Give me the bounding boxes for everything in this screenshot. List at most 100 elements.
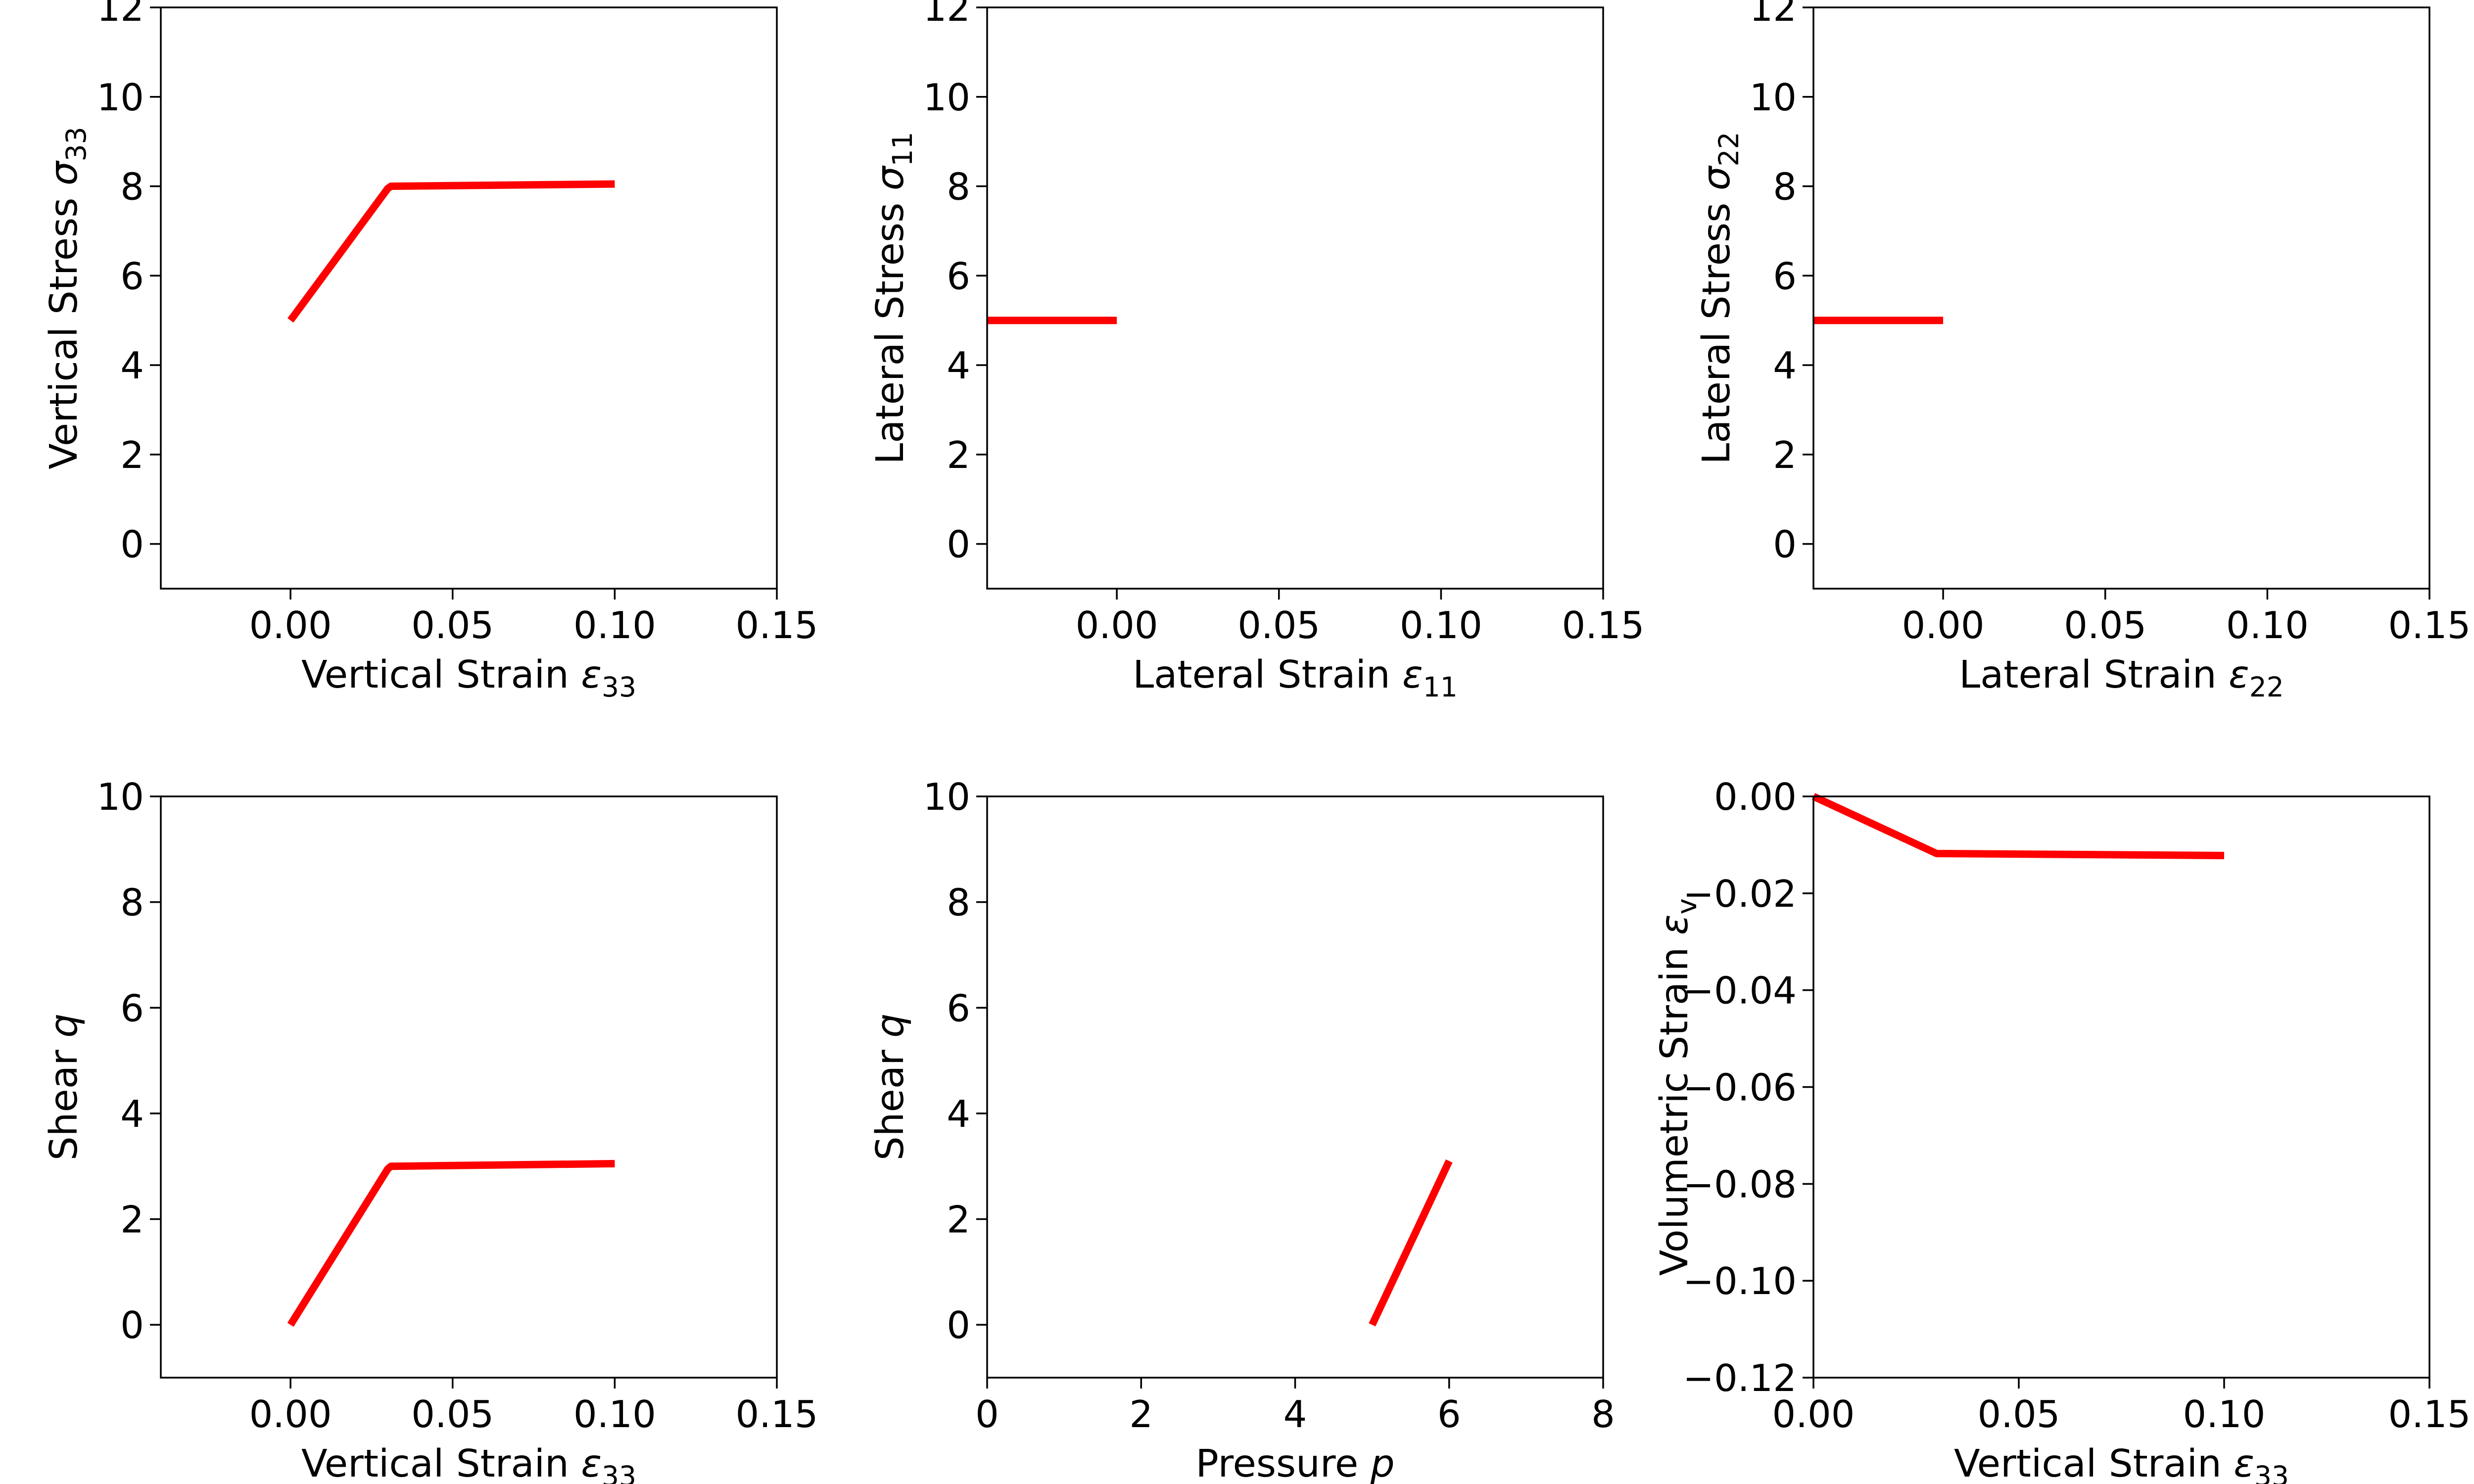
plot-frame — [160, 795, 778, 1379]
y-tick-label: 6 — [947, 986, 970, 1030]
axis-label-text: Lateral Strain — [1959, 653, 2216, 697]
subplot-6: 0.00 0.05 0.10 0.15 0.00 −0.02 −0.04 −0.06 −0.08… — [1653, 775, 2471, 1484]
axis-label-space — [1695, 190, 1739, 202]
x-tick-label: 0.00 — [249, 603, 332, 647]
y-tick-label: 6 — [120, 986, 144, 1030]
axis-label-text: Lateral Stress — [868, 203, 912, 464]
axis-label-space — [1358, 1442, 1370, 1484]
axis-label-symbol: p — [1370, 1442, 1395, 1484]
axis-label-subscript: 22 — [1713, 132, 1745, 166]
axis-label-text: Pressure — [1195, 1442, 1358, 1484]
plot-frame — [1812, 795, 2430, 1379]
y-tick-label: 8 — [947, 881, 970, 925]
x-tick-label: 2 — [1129, 1392, 1153, 1436]
x-tick-label: 6 — [1437, 1392, 1461, 1436]
x-tick-label: 0.15 — [736, 603, 818, 647]
y-tick-label: 0 — [947, 1303, 970, 1347]
y-tick-label: −0.04 — [1683, 969, 1797, 1013]
axis-label-symbol: ε — [2234, 1442, 2254, 1484]
series-line — [1369, 1159, 1453, 1327]
axis-label-subscript: 22 — [2249, 671, 2284, 703]
x-tick-label: 0.00 — [1076, 603, 1158, 647]
axis-label-subscript: 33 — [602, 671, 636, 703]
y-tick-label: 10 — [97, 775, 144, 819]
axis-label-symbol: ε — [1653, 914, 1697, 935]
axis-label-symbol: σ — [1695, 165, 1739, 190]
y-tick-label: 8 — [947, 165, 970, 209]
x-axis-label: Pressure p — [1195, 1442, 1394, 1484]
axis-label-subscript: v — [1671, 898, 1703, 915]
x-axis-label: Vertical Strain ε33 — [301, 653, 636, 703]
x-axis-label: Lateral Strain ε22 — [1959, 653, 2284, 703]
y-tick-label: 10 — [97, 76, 144, 119]
y-tick-label: 2 — [947, 1198, 970, 1242]
axis-label-subscript: 11 — [1423, 671, 1458, 703]
y-tick-label: 12 — [1750, 0, 1797, 30]
y-tick-label: 10 — [1750, 76, 1797, 119]
y-tick-label: 8 — [120, 881, 144, 925]
y-axis-label: Lateral Stress σ22 — [1695, 132, 1745, 464]
y-axis-label: Lateral Stress σ11 — [868, 132, 918, 464]
axis-label-symbol: ε — [2229, 653, 2249, 697]
y-axis-label: Vertical Stress σ33 — [42, 127, 92, 469]
y-tick-label: 0.00 — [1714, 775, 1797, 819]
x-tick-label: 0.10 — [1400, 603, 1482, 647]
y-tick-label: 2 — [1773, 433, 1797, 477]
x-tick-label: 0.05 — [1237, 603, 1320, 647]
y-tick-label: 2 — [120, 1198, 144, 1242]
y-tick-label: 2 — [947, 433, 970, 477]
y-tick-label: 4 — [120, 1092, 144, 1136]
axis-label-subscript: 33 — [60, 127, 92, 161]
x-tick-label: 0.05 — [411, 603, 494, 647]
plot-frame — [1812, 6, 2430, 590]
y-tick-label: 6 — [1773, 254, 1797, 298]
y-tick-label: −0.08 — [1683, 1162, 1797, 1206]
x-tick-label: 0.00 — [1772, 1392, 1855, 1436]
y-tick-label: 0 — [947, 523, 970, 566]
axis-label-space — [42, 186, 86, 197]
x-tick-label: 0.10 — [573, 1392, 656, 1436]
axis-label-subscript: 11 — [887, 132, 918, 166]
x-axis-label: Lateral Strain ε11 — [1133, 653, 1458, 703]
y-tick-label: −0.12 — [1683, 1356, 1797, 1400]
axis-label-space — [569, 653, 581, 697]
y-tick-label: 10 — [923, 775, 970, 819]
x-tick-label: 0.05 — [1978, 1392, 2060, 1436]
x-axis-label: Vertical Strain ε33 — [301, 1442, 636, 1484]
y-tick-label: 2 — [120, 433, 144, 477]
x-tick-label: 0.00 — [249, 1392, 332, 1436]
x-tick-label: 0.05 — [2064, 603, 2146, 647]
x-tick-label: 4 — [1284, 1392, 1307, 1436]
x-tick-label: 0 — [975, 1392, 999, 1436]
y-tick-label: −0.02 — [1683, 872, 1797, 916]
subplot-3: 0.00 0.05 0.10 0.15 0 2 4 6 8 10 12 Lateral Strain … — [1695, 0, 2471, 703]
axis-label-text: Lateral Stress — [1695, 203, 1739, 464]
y-tick-label: 4 — [947, 344, 970, 387]
x-tick-label: 0.15 — [736, 1392, 818, 1436]
axis-label-text: Vertical Strain — [1954, 1442, 2222, 1484]
y-tick-label: 8 — [120, 165, 144, 209]
axis-label-text: Vertical Strain — [301, 653, 569, 697]
x-tick-label: 0.10 — [2226, 603, 2309, 647]
y-tick-label: 4 — [947, 1092, 970, 1136]
x-tick-label: 0.05 — [411, 1392, 494, 1436]
axis-label-text: Vertical Strain — [301, 1442, 569, 1484]
subplot-5: 0 2 4 6 8 0 2 4 6 8 10 Pressure p Shear q — [868, 775, 1615, 1484]
axis-label-space — [569, 1442, 581, 1484]
axis-label-space — [1390, 653, 1402, 697]
subplot-1: 0.00 0.05 0.10 0.15 0 2 4 6 8 10 12 Vertical Strain… — [42, 0, 818, 703]
axis-label-symbol: q — [42, 1014, 86, 1038]
x-tick-label: 0.10 — [2183, 1392, 2266, 1436]
x-tick-label: 0.15 — [1562, 603, 1645, 647]
axis-label-subscript: 33 — [602, 1460, 636, 1484]
series-line — [287, 180, 615, 323]
y-tick-label: 12 — [923, 0, 970, 30]
y-tick-label: 12 — [97, 0, 144, 30]
y-tick-label: 6 — [947, 254, 970, 298]
subplot-4: 0.00 0.05 0.10 0.15 0 2 4 6 8 10 Vertical Strain ε… — [42, 775, 818, 1484]
axis-label-space — [1653, 935, 1697, 947]
subplot-2: 0.00 0.05 0.10 0.15 0 2 4 6 8 10 12 Lateral Strain … — [868, 0, 1645, 703]
axis-label-text: Lateral Strain — [1133, 653, 1390, 697]
axis-label-subscript: 33 — [2254, 1460, 2289, 1484]
y-axis-label: Volumetric Strain εv — [1653, 898, 1703, 1276]
